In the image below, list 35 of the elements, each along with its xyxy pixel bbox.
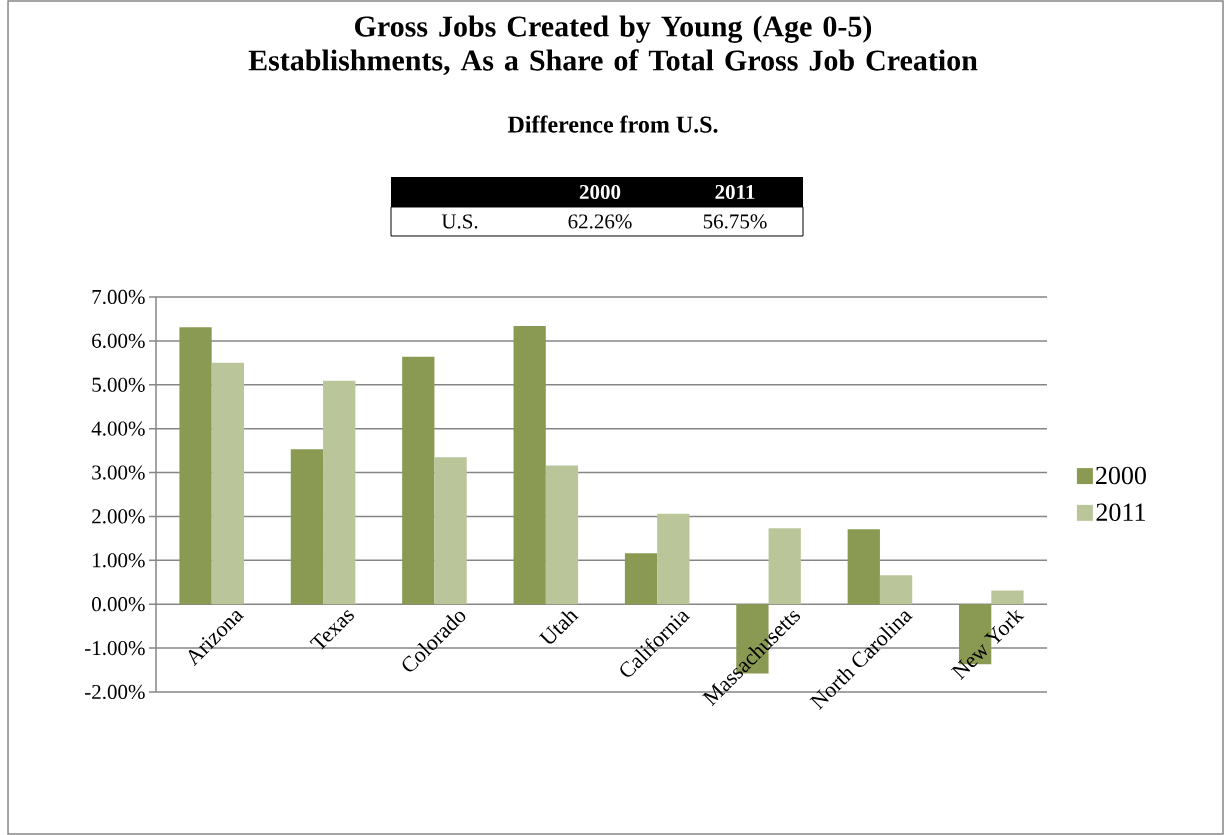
y-tick-label: -2.00%	[85, 684, 145, 700]
bar	[991, 590, 1024, 605]
bar	[513, 325, 546, 605]
y-tick-label: 3.00%	[92, 465, 145, 480]
bar	[624, 553, 658, 605]
text: 62.26%	[568, 214, 632, 229]
bar	[323, 380, 356, 605]
legend-label: 2000	[1096, 466, 1146, 485]
chart-subtitle: Difference from U.S.	[507, 115, 718, 133]
bar	[879, 575, 913, 605]
bar	[402, 356, 435, 605]
y-tick-label: 5.00%	[92, 377, 145, 392]
bar	[768, 528, 801, 605]
bar	[211, 362, 244, 605]
text: 2011	[715, 184, 755, 200]
y-tick-label: 7.00%	[92, 289, 145, 305]
bar	[290, 449, 324, 605]
bar	[434, 457, 467, 605]
y-tick-label: 6.00%	[92, 333, 145, 349]
text: 2000	[579, 184, 621, 200]
text: U.S.	[441, 214, 478, 229]
bar	[545, 465, 579, 605]
y-tick-label: 2.00%	[92, 509, 145, 524]
y-tick-label: 4.00%	[91, 421, 145, 436]
legend-label: 2011	[1096, 503, 1145, 522]
y-tick-label: 1.00%	[93, 553, 145, 568]
bar	[179, 327, 212, 605]
bar	[657, 513, 690, 605]
x-tick-label: New York	[950, 610, 1025, 680]
text: 56.75%	[703, 214, 767, 229]
y-tick-label: 0.00%	[92, 597, 145, 612]
x-tick-label: Utah	[538, 611, 579, 644]
bar	[847, 529, 880, 605]
y-tick-label: -1.00%	[85, 640, 145, 656]
chart-title: Gross Jobs Created by Young (Age 0-5) Establishments, As a Share of Total Gross Job Creation	[248, 15, 978, 75]
